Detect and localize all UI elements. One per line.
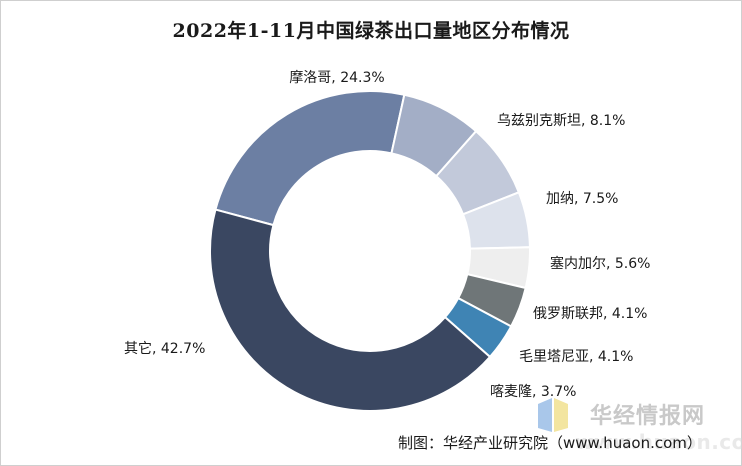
slice-label-1: 乌兹别克斯坦, 8.1% <box>497 113 625 129</box>
donut-slice-0 <box>214 90 406 227</box>
slice-label-7: 其它, 42.7% <box>124 340 205 357</box>
huajing-logo-icon <box>538 398 568 432</box>
slice-label-6: 喀麦隆, 3.7% <box>490 384 576 400</box>
watermark-url: www.huaon.com <box>575 430 742 454</box>
slice-label-5: 毛里塔尼亚, 4.1% <box>519 349 633 365</box>
donut-slice-7 <box>209 208 492 412</box>
chart-title: 2022年1-11月中国绿茶出口量地区分布情况 <box>172 20 570 42</box>
donut-slices <box>209 90 531 412</box>
source-note: 制图：华经产业研究院（www.huaon.com） <box>398 434 702 452</box>
slice-label-4: 俄罗斯联邦, 4.1% <box>533 306 647 322</box>
slice-labels: 摩洛哥, 24.3% 乌兹别克斯坦, 8.1% 加纳, 7.5% 塞内加尔, 5.6%… <box>124 69 650 400</box>
watermark-brand: 华经情报网 <box>590 404 706 429</box>
slice-label-3: 塞内加尔, 5.6% <box>550 255 650 272</box>
watermark: 华经情报网 <box>538 398 738 432</box>
slice-label-2: 加纳, 7.5% <box>546 191 618 207</box>
slice-label-0: 摩洛哥, 24.3% <box>289 69 384 86</box>
